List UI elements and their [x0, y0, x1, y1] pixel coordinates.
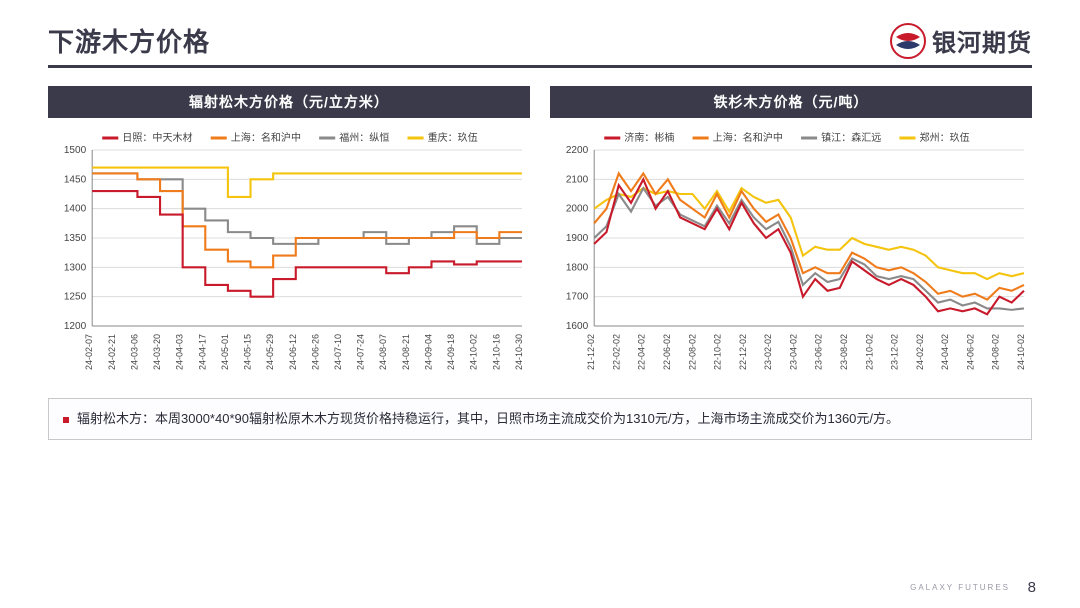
svg-text:1500: 1500 [64, 145, 87, 156]
svg-text:24-07-10: 24-07-10 [333, 334, 343, 370]
svg-text:24-08-07: 24-08-07 [378, 334, 388, 370]
svg-text:1450: 1450 [64, 174, 87, 185]
svg-text:24-02-21: 24-02-21 [107, 334, 117, 370]
svg-text:24-04-03: 24-04-03 [175, 334, 185, 370]
svg-text:24-03-20: 24-03-20 [152, 334, 162, 370]
note-text: 辐射松木方：本周3000*40*90辐射松原木木方现货价格持稳运行，其中，日照市… [77, 411, 899, 426]
svg-text:23-04-02: 23-04-02 [788, 334, 798, 370]
svg-text:1350: 1350 [64, 233, 87, 244]
chart-left: 1200 1250 1300 1350 1400 1450 1500 24-02-07 24-0… [48, 124, 530, 384]
logo-icon [890, 23, 926, 59]
svg-text:1600: 1600 [566, 321, 589, 332]
svg-text:24-06-02: 24-06-02 [965, 334, 975, 370]
svg-text:23-06-02: 23-06-02 [814, 334, 824, 370]
svg-text:1800: 1800 [566, 262, 589, 273]
note-box: 辐射松木方：本周3000*40*90辐射松原木木方现货价格持稳运行，其中，日照市… [48, 398, 1032, 440]
svg-text:2200: 2200 [566, 145, 589, 156]
svg-text:24-10-30: 24-10-30 [514, 334, 524, 370]
svg-text:郑州：玖伍: 郑州：玖伍 [920, 131, 970, 144]
svg-text:24-09-04: 24-09-04 [423, 334, 433, 370]
svg-text:24-05-01: 24-05-01 [220, 334, 230, 370]
svg-text:24-05-29: 24-05-29 [265, 334, 275, 370]
page-number: 8 [1028, 579, 1036, 596]
svg-text:24-05-15: 24-05-15 [243, 334, 253, 370]
svg-text:2000: 2000 [566, 204, 589, 215]
svg-text:23-02-02: 23-02-02 [763, 334, 773, 370]
svg-text:镇江：森汇远: 镇江：森汇远 [821, 131, 881, 144]
bullet-icon [63, 417, 69, 423]
svg-text:24-02-07: 24-02-07 [84, 334, 94, 370]
svg-text:23-10-02: 23-10-02 [864, 334, 874, 370]
svg-text:2100: 2100 [566, 174, 589, 185]
svg-text:24-04-02: 24-04-02 [940, 334, 950, 370]
svg-text:24-06-12: 24-06-12 [288, 334, 298, 370]
svg-text:重庆：玖伍: 重庆：玖伍 [428, 131, 478, 144]
svg-text:1200: 1200 [64, 321, 87, 332]
svg-text:福州：纵恒: 福州：纵恒 [339, 131, 389, 144]
svg-text:22-02-02: 22-02-02 [611, 334, 621, 370]
svg-text:22-04-02: 22-04-02 [637, 334, 647, 370]
svg-text:上海：名和沪中: 上海：名和沪中 [713, 131, 783, 144]
svg-text:24-10-16: 24-10-16 [491, 334, 501, 370]
svg-text:24-08-02: 24-08-02 [991, 334, 1001, 370]
chart-right-title: 铁杉木方价格（元/吨） [550, 86, 1032, 118]
footer-brand: GALAXY FUTURES [910, 583, 1010, 592]
brand-logo: 银河期货 [890, 23, 1032, 59]
svg-text:22-12-02: 22-12-02 [738, 334, 748, 370]
svg-text:24-08-21: 24-08-21 [401, 334, 411, 370]
svg-text:24-06-26: 24-06-26 [310, 334, 320, 370]
svg-text:22-10-02: 22-10-02 [713, 334, 723, 370]
svg-text:24-03-06: 24-03-06 [129, 334, 139, 370]
brand-text: 银河期货 [932, 23, 1032, 58]
svg-text:23-12-02: 23-12-02 [890, 334, 900, 370]
svg-text:1300: 1300 [64, 262, 87, 273]
svg-text:24-07-24: 24-07-24 [356, 334, 366, 370]
page-title: 下游木方价格 [48, 22, 210, 59]
svg-text:24-09-18: 24-09-18 [446, 334, 456, 370]
svg-text:24-10-02: 24-10-02 [469, 334, 479, 370]
svg-text:1700: 1700 [566, 292, 589, 303]
svg-text:24-02-02: 24-02-02 [915, 334, 925, 370]
chart-left-title: 辐射松木方价格（元/立方米） [48, 86, 530, 118]
svg-text:22-06-02: 22-06-02 [662, 334, 672, 370]
svg-text:1400: 1400 [64, 204, 87, 215]
svg-text:日照：中天木材: 日照：中天木材 [122, 131, 192, 144]
svg-text:22-08-02: 22-08-02 [687, 334, 697, 370]
svg-text:上海：名和沪中: 上海：名和沪中 [231, 131, 301, 144]
svg-text:24-10-02: 24-10-02 [1016, 334, 1026, 370]
chart-right: 1600 1700 1800 1900 2000 2100 2200 21-12-02 22-0… [550, 124, 1032, 384]
svg-text:济南：彬楠: 济南：彬楠 [624, 131, 674, 144]
svg-text:23-08-02: 23-08-02 [839, 334, 849, 370]
svg-text:1900: 1900 [566, 233, 589, 244]
title-underline [48, 65, 1032, 68]
svg-text:21-12-02: 21-12-02 [586, 334, 596, 370]
svg-text:1250: 1250 [64, 292, 87, 303]
svg-text:24-04-17: 24-04-17 [197, 334, 207, 370]
